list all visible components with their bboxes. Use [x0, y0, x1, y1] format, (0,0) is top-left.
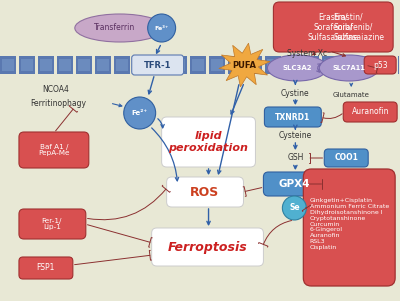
FancyBboxPatch shape [274, 2, 393, 52]
Text: Fe²⁺: Fe²⁺ [132, 110, 148, 116]
Bar [248, 59, 260, 71]
Bar [38, 56, 54, 74]
Bar [341, 56, 357, 74]
Ellipse shape [268, 55, 327, 81]
FancyBboxPatch shape [132, 55, 184, 75]
Bar [171, 56, 186, 74]
FancyBboxPatch shape [264, 172, 325, 196]
Bar [154, 59, 166, 71]
Text: SLC7A11: SLC7A11 [333, 65, 366, 71]
Text: ROS: ROS [190, 185, 219, 198]
Bar [268, 59, 279, 71]
Text: Erastin/
Sorafenib/
Sulfasaiazine: Erastin/ Sorafenib/ Sulfasaiazine [333, 12, 384, 42]
Text: GPX4: GPX4 [279, 179, 310, 189]
FancyBboxPatch shape [167, 177, 244, 207]
FancyBboxPatch shape [264, 107, 321, 127]
Bar [286, 59, 298, 71]
Text: FSP1: FSP1 [37, 263, 55, 272]
Polygon shape [219, 43, 270, 87]
Circle shape [148, 14, 176, 42]
Bar [230, 59, 242, 71]
Bar [324, 59, 336, 71]
Bar [303, 56, 319, 74]
Text: System Xc⁻: System Xc⁻ [287, 49, 331, 58]
Text: Baf A1 /
PepA-Me: Baf A1 / PepA-Me [38, 144, 70, 157]
Bar [210, 59, 222, 71]
Bar [133, 56, 149, 74]
Bar [305, 59, 317, 71]
FancyBboxPatch shape [303, 169, 395, 286]
FancyBboxPatch shape [19, 209, 86, 239]
Text: Glutamate: Glutamate [333, 92, 370, 98]
Bar [398, 56, 400, 74]
Bar [266, 56, 281, 74]
FancyBboxPatch shape [19, 257, 73, 279]
Bar [21, 59, 33, 71]
Bar [192, 59, 204, 71]
Text: Fe³⁺: Fe³⁺ [154, 26, 169, 30]
Bar [116, 59, 128, 71]
Text: COO1: COO1 [334, 154, 358, 163]
Bar [246, 56, 262, 74]
Text: Fer-1/
Lip-1: Fer-1/ Lip-1 [42, 218, 62, 231]
Text: GSH: GSH [287, 154, 304, 163]
Text: SLC3A2: SLC3A2 [282, 65, 312, 71]
Bar [78, 59, 90, 71]
Text: Transferrin: Transferrin [94, 23, 135, 33]
Bar [40, 59, 52, 71]
Ellipse shape [319, 55, 379, 81]
FancyBboxPatch shape [324, 149, 368, 167]
FancyBboxPatch shape [19, 132, 89, 168]
Text: TXNRD1: TXNRD1 [275, 113, 310, 122]
Text: Cysteine: Cysteine [279, 131, 312, 139]
Text: Ginkgetin+Cisplatin
Ammonium Ferric Citrate
Dihydroisotanshinone I
Cryptotanshin: Ginkgetin+Cisplatin Ammonium Ferric Citr… [310, 198, 389, 250]
Bar [57, 56, 73, 74]
Bar [2, 59, 14, 71]
Bar [76, 56, 92, 74]
Bar [190, 56, 206, 74]
Text: Cystine: Cystine [281, 88, 310, 98]
Text: TFR-1: TFR-1 [144, 61, 172, 70]
Bar [343, 59, 355, 71]
Bar [322, 56, 338, 74]
FancyBboxPatch shape [152, 228, 264, 266]
FancyBboxPatch shape [364, 56, 396, 74]
Bar [114, 56, 130, 74]
Bar [228, 56, 244, 74]
Circle shape [282, 196, 306, 220]
Bar [97, 59, 109, 71]
Text: lipid
peroxidation: lipid peroxidation [169, 131, 248, 153]
Bar [362, 59, 374, 71]
Bar [152, 56, 168, 74]
Text: Auranofin: Auranofin [352, 107, 389, 116]
Bar [19, 56, 35, 74]
Text: Erastin/
Sorafenib/
Sulfasaiazine: Erastin/ Sorafenib/ Sulfasaiazine [308, 12, 359, 42]
Text: Ferroptosis: Ferroptosis [168, 240, 248, 253]
Text: p53: p53 [373, 61, 388, 70]
Bar [59, 59, 71, 71]
Text: PUFA: PUFA [232, 61, 256, 70]
FancyBboxPatch shape [162, 117, 256, 167]
Bar [208, 56, 224, 74]
Bar [135, 59, 147, 71]
Bar [379, 56, 395, 74]
Bar [360, 56, 376, 74]
FancyBboxPatch shape [343, 102, 397, 122]
Bar [381, 59, 393, 71]
Text: Se: Se [289, 203, 300, 213]
Bar [173, 59, 184, 71]
Bar [284, 56, 300, 74]
Text: NCOA4: NCOA4 [42, 85, 69, 95]
Circle shape [124, 97, 156, 129]
Bar [95, 56, 111, 74]
Text: Ferritinophagy: Ferritinophagy [30, 98, 86, 107]
Ellipse shape [75, 14, 165, 42]
Bar [0, 56, 16, 74]
